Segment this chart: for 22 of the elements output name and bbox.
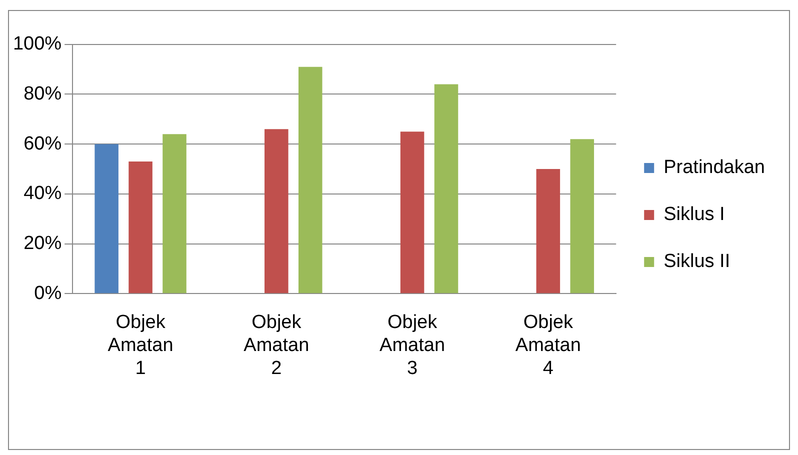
y-tick-label: 20% [24,232,62,254]
legend-label: Pratindakan [664,157,766,178]
y-tick-label: 60% [24,133,62,154]
bar [536,169,560,294]
bar [162,134,186,294]
legend-label: Siklus I [664,204,725,226]
bar [94,144,118,294]
bar [434,84,458,294]
x-tick-label: Objek Amatan 1 [108,312,174,379]
x-tick-label: Objek Amatan 4 [515,312,581,379]
x-tick-label: Objek Amatan 3 [380,312,446,379]
y-tick-label: 40% [24,183,62,204]
bar [128,162,152,294]
bar [400,132,424,294]
x-tick-label: Objek Amatan 2 [244,312,310,379]
y-tick-label: 80% [24,83,62,104]
bar [570,139,594,294]
y-tick-label: 0% [34,282,62,304]
legend-label: Siklus II [664,251,730,272]
y-tick-label: 100% [12,34,62,55]
bar [298,66,322,294]
bar [264,129,288,294]
